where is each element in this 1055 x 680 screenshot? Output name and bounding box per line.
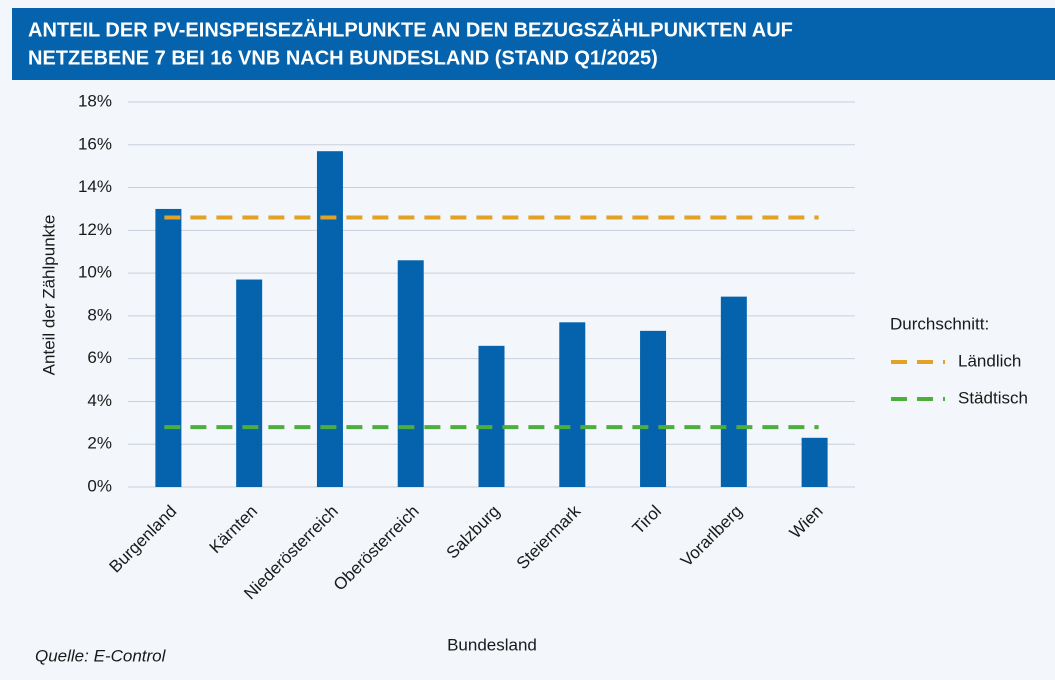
y-tick-label: 16% [78, 134, 112, 153]
bar [155, 208, 182, 487]
source: Quelle: E-Control [35, 646, 167, 665]
bar [720, 296, 747, 487]
y-tick-label: 2% [87, 434, 112, 453]
bar [478, 345, 505, 487]
y-tick-label: 12% [78, 220, 112, 239]
bar [397, 260, 424, 487]
legend-label: Ländlich [958, 351, 1021, 370]
y-axis-label: Anteil der Zählpunkte [39, 215, 58, 376]
bar [236, 279, 263, 487]
y-tick-label: 18% [78, 91, 112, 110]
chart-title: ANTEIL DER PV-EINSPEISEZÄHLPUNKTE AN DEN… [28, 18, 793, 41]
y-tick-label: 6% [87, 348, 112, 367]
legend-label: Städtisch [958, 388, 1028, 407]
bar [801, 437, 828, 487]
chart-title: NETZEBENE 7 BEI 16 VNB NACH BUNDESLAND (… [28, 47, 658, 69]
y-tick-label: 8% [87, 305, 112, 324]
title-bar [12, 8, 1055, 80]
bar [316, 151, 343, 487]
x-axis-label: Bundesland [447, 635, 537, 654]
legend-title: Durchschnitt: [890, 314, 989, 333]
y-tick-label: 4% [87, 391, 112, 410]
y-tick-label: 14% [78, 177, 112, 196]
y-tick-label: 0% [87, 476, 112, 495]
bar [640, 330, 667, 487]
bar [559, 322, 586, 487]
y-tick-label: 10% [78, 263, 112, 282]
